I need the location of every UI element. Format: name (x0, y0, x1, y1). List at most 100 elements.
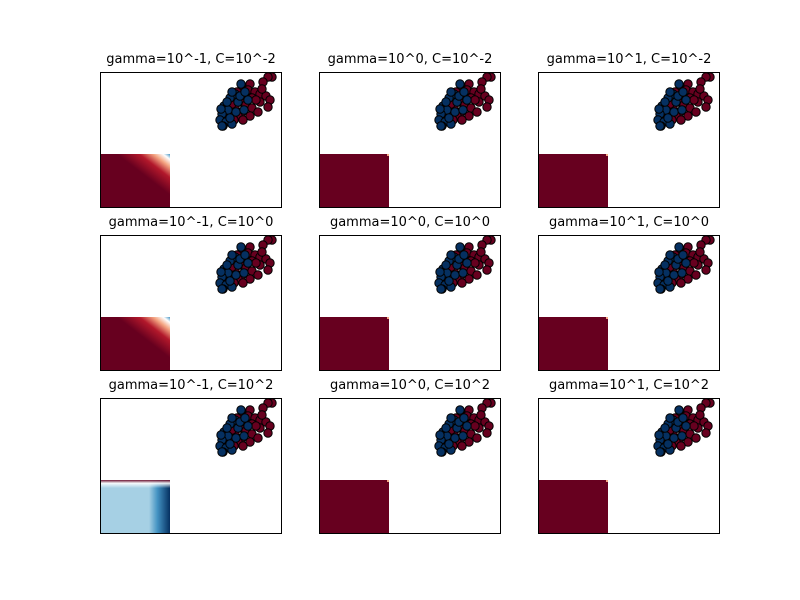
scatter-point (476, 84, 486, 94)
scatter-point (663, 113, 673, 123)
scatter-point (245, 111, 255, 121)
scatter-point (263, 102, 273, 112)
decision-boundary-mark (606, 480, 608, 482)
axes-frame (319, 235, 501, 371)
scatter-point (263, 265, 273, 275)
decision-region (319, 317, 389, 371)
scatter-point (689, 258, 699, 268)
scatter-point (222, 423, 232, 433)
scatter-point (660, 97, 670, 107)
scatter-point (216, 267, 226, 277)
scatter-point (678, 87, 688, 97)
scatter-point (683, 437, 693, 447)
scatter-point (257, 410, 267, 420)
scatter-point (681, 95, 691, 105)
scatter-point (455, 405, 465, 415)
scatter-point (245, 274, 255, 284)
scatter-point (446, 413, 456, 423)
scatter-point (216, 104, 226, 114)
decision-region (538, 480, 608, 534)
axes-frame (100, 398, 282, 534)
scatter-point (225, 439, 235, 449)
axes-frame (538, 398, 720, 534)
scatter-point (239, 268, 249, 278)
decision-region (100, 154, 170, 208)
scatter-point (435, 267, 445, 277)
scatter-point (482, 265, 492, 275)
scatter-point (472, 433, 482, 443)
scatter-point (227, 87, 237, 97)
scatter-point (238, 278, 248, 288)
subplot-title: gamma=10^-1, C=10^2 (109, 378, 274, 393)
scatter-point (459, 87, 469, 97)
scatter-point (681, 258, 691, 268)
scatter-point (676, 278, 686, 288)
scatter-point (689, 421, 699, 431)
scatter-point (695, 247, 705, 257)
scatter-point (470, 258, 480, 268)
scatter-point (660, 260, 670, 270)
subplot-title: gamma=10^1, C=10^0 (549, 215, 709, 230)
scatter-point (683, 111, 693, 121)
scatter-point (435, 104, 445, 114)
scatter-point (444, 439, 454, 449)
subplot-title: gamma=10^0, C=10^0 (330, 215, 490, 230)
scatter-point (441, 97, 451, 107)
scatter-point (217, 284, 227, 294)
scatter-point (665, 413, 675, 423)
scatter-point (217, 447, 227, 457)
scatter-point (674, 79, 684, 89)
scatter-point (236, 79, 246, 89)
scatter-point (225, 113, 235, 123)
scatter-point (470, 95, 480, 105)
decision-boundary-mark (606, 317, 608, 319)
scatter-point (701, 102, 711, 112)
axes-frame (100, 235, 282, 371)
scatter-point (444, 113, 454, 123)
scatter-point (441, 260, 451, 270)
scatter-point (240, 250, 250, 260)
scatter-point (663, 276, 673, 286)
scatter-point (691, 270, 701, 280)
subplot-2: gamma=10^0, C=10^-2 (319, 52, 501, 208)
scatter-point (676, 441, 686, 451)
scatter-point (446, 250, 456, 260)
subplot-title: gamma=10^-1, C=10^-2 (106, 52, 275, 67)
subplot-4: gamma=10^-1, C=10^0 (100, 215, 282, 371)
scatter-point (678, 413, 688, 423)
scatter-point (464, 437, 474, 447)
scatter-point (457, 278, 467, 288)
scatter-point (654, 104, 664, 114)
scatter-point (459, 250, 469, 260)
scatter-point (655, 284, 665, 294)
decision-boundary-mark (606, 154, 608, 156)
scatter-point (243, 95, 253, 105)
scatter-point (236, 242, 246, 252)
scatter-point (701, 265, 711, 275)
scatter-point (436, 447, 446, 457)
subplot-title: gamma=10^-1, C=10^0 (109, 215, 274, 230)
scatter-point (217, 121, 227, 131)
subplot-7: gamma=10^-1, C=10^2 (100, 378, 282, 534)
scatter-point (655, 447, 665, 457)
subplot-3: gamma=10^1, C=10^-2 (538, 52, 720, 208)
scatter-point (238, 441, 248, 451)
decision-boundary-mark (387, 154, 389, 156)
scatter-point (243, 258, 253, 268)
scatter-point (458, 268, 468, 278)
scatter-point (243, 421, 253, 431)
scatter-point (441, 423, 451, 433)
scatter-point (216, 430, 226, 440)
scatter-point (239, 105, 249, 115)
decision-region (538, 154, 608, 208)
scatter-point (251, 95, 261, 105)
scatter-point (678, 250, 688, 260)
scatter-point (476, 247, 486, 257)
subplot-title: gamma=10^1, C=10^2 (549, 378, 709, 393)
scatter-point (482, 428, 492, 438)
scatter-point (464, 274, 474, 284)
axes-frame (100, 72, 282, 208)
scatter-point (245, 437, 255, 447)
scatter-point (253, 433, 263, 443)
scatter-point (482, 102, 492, 112)
